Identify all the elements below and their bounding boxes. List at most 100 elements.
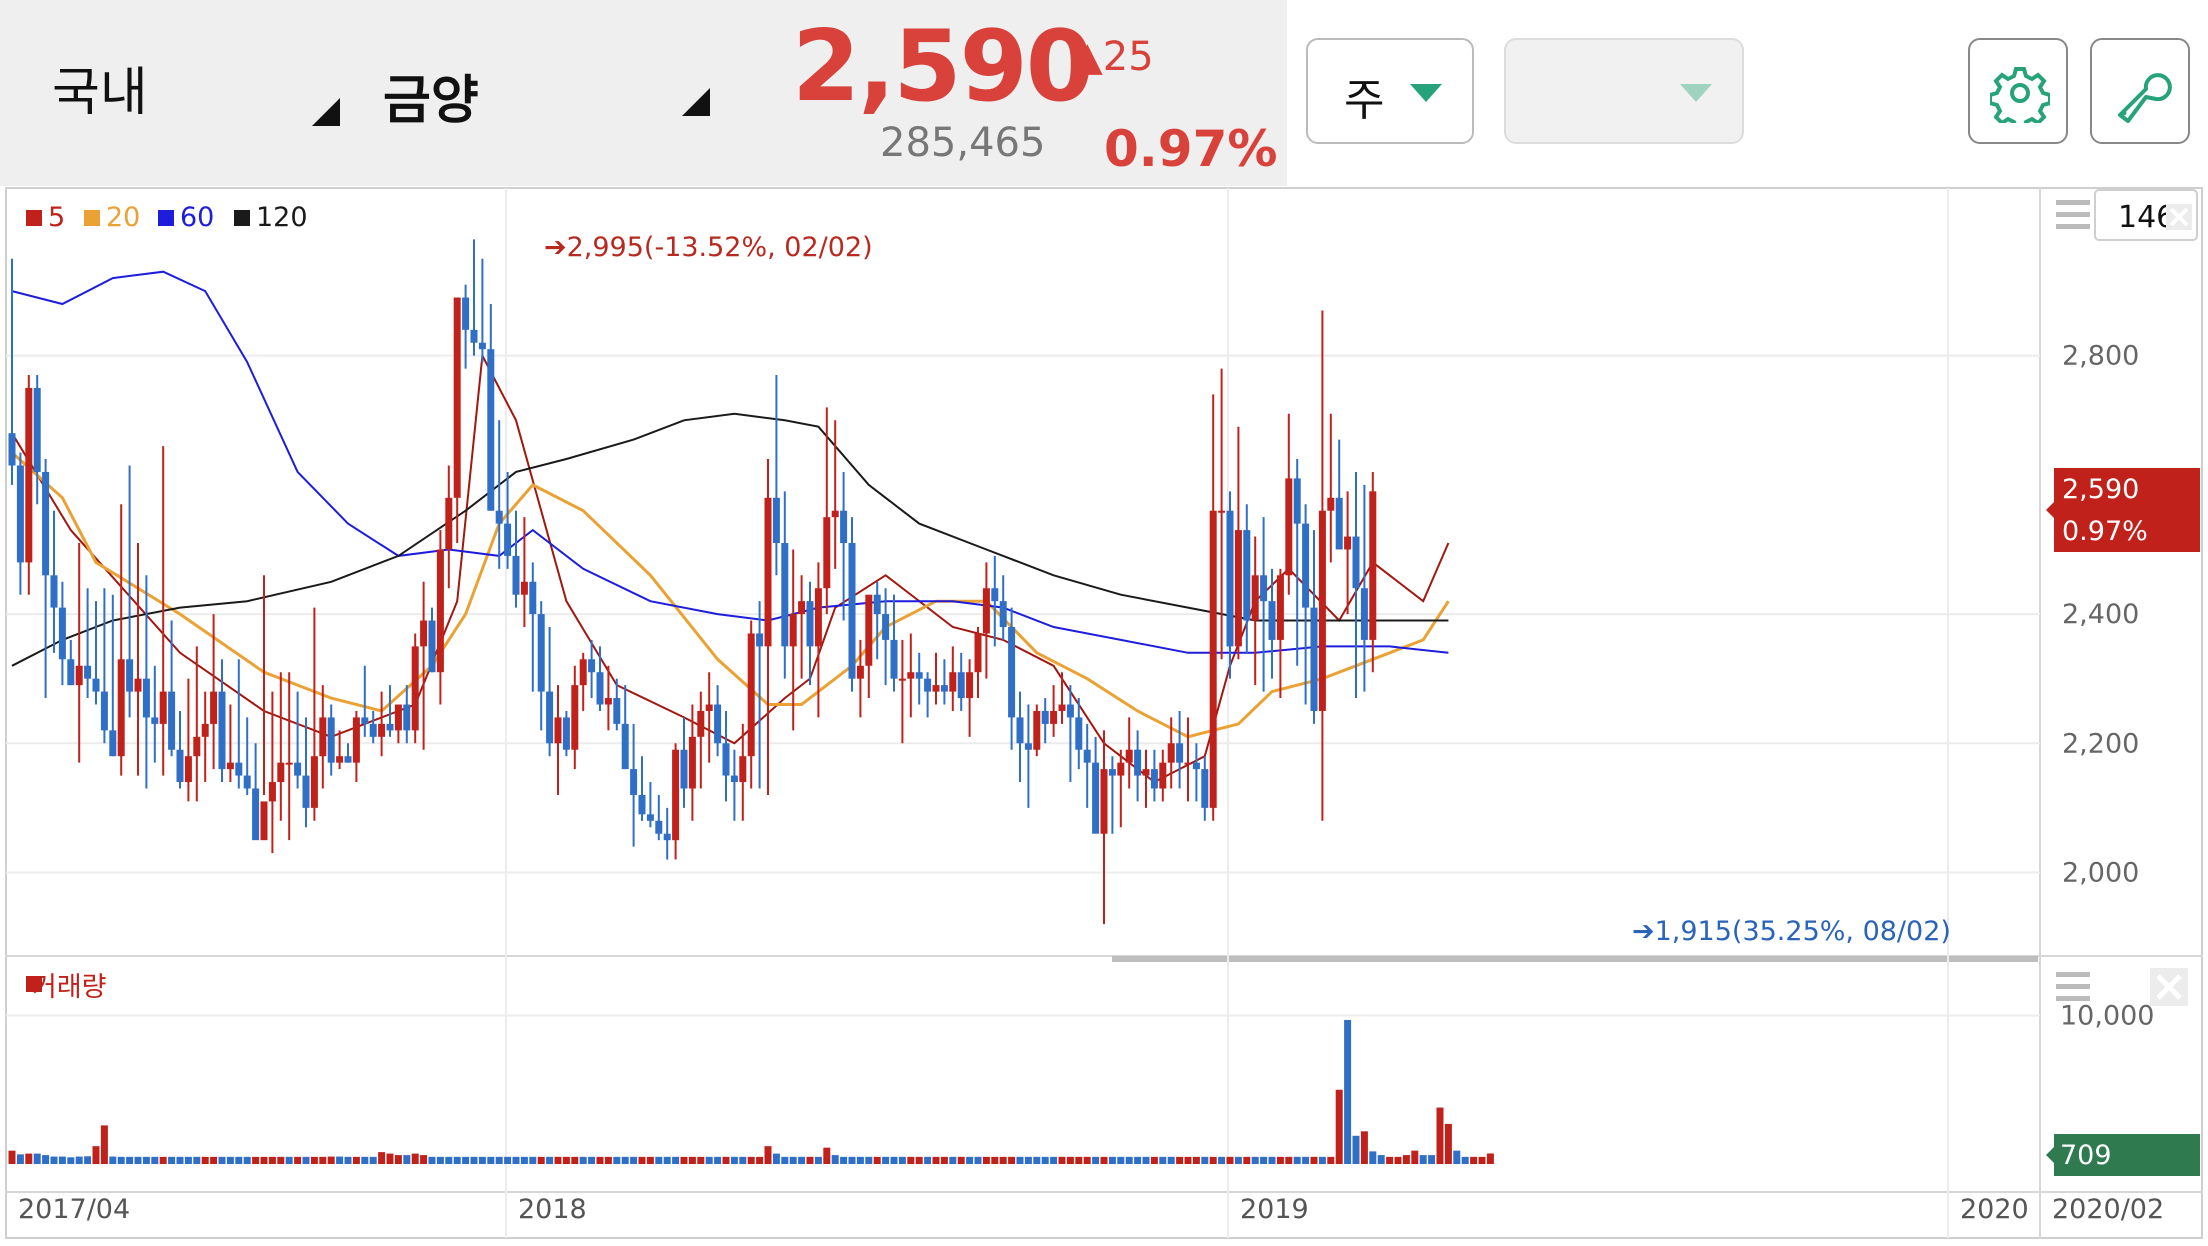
volume-bar bbox=[1411, 1150, 1419, 1164]
volume-bar bbox=[840, 1156, 848, 1164]
last-price-value: 2,590 bbox=[2062, 474, 2139, 505]
candle-body bbox=[1293, 478, 1301, 524]
candle-body bbox=[84, 665, 92, 679]
close-icon[interactable] bbox=[2150, 968, 2188, 1006]
volume-bar bbox=[302, 1156, 310, 1164]
volume-bar bbox=[1276, 1156, 1284, 1164]
volume-bar bbox=[1293, 1156, 1301, 1164]
volume-bar bbox=[42, 1155, 50, 1164]
candle-body bbox=[604, 698, 612, 705]
candle-body bbox=[957, 672, 965, 699]
volume-bar bbox=[940, 1156, 948, 1164]
volume-bar bbox=[117, 1156, 125, 1164]
volume-bar bbox=[394, 1155, 402, 1164]
volume-bar bbox=[1108, 1156, 1116, 1164]
volume-bar bbox=[865, 1156, 873, 1164]
period-select[interactable]: 주 bbox=[1306, 38, 1474, 144]
candle-body bbox=[1302, 523, 1310, 608]
menu-icon[interactable] bbox=[2056, 200, 2090, 229]
candle-body bbox=[890, 639, 898, 679]
stock-dropdown-icon[interactable] bbox=[682, 88, 710, 116]
market-selector[interactable]: 국내 bbox=[52, 63, 148, 123]
candle-body bbox=[394, 704, 402, 731]
candle-body bbox=[411, 646, 419, 731]
volume-bar bbox=[470, 1156, 478, 1164]
legend-label-20: 20 bbox=[106, 202, 140, 233]
period-select-value: 주 bbox=[1344, 75, 1385, 126]
volume-bar bbox=[445, 1156, 453, 1164]
volume-bar bbox=[680, 1156, 688, 1164]
candle-body bbox=[672, 749, 680, 841]
volume-bar bbox=[1402, 1155, 1410, 1164]
candle-body bbox=[386, 723, 394, 731]
volume-bar bbox=[1436, 1107, 1444, 1164]
scroll-bar[interactable] bbox=[1112, 956, 2038, 962]
legend-swatch-60 bbox=[158, 210, 174, 226]
volume-bar bbox=[630, 1156, 638, 1164]
close-icon[interactable] bbox=[2166, 204, 2192, 230]
candle-body bbox=[403, 704, 411, 731]
candle-body bbox=[1251, 575, 1259, 621]
tools-button[interactable] bbox=[2090, 38, 2190, 144]
candle-body bbox=[814, 588, 822, 647]
chart-area[interactable]: 2,000 2,200 2,400 2,800 10,000 2017/04 2018 20… bbox=[0, 186, 2208, 1242]
trade-volume: 285,465 bbox=[880, 120, 1046, 166]
candle-body bbox=[991, 588, 999, 602]
x-tick-label: 2020 bbox=[1960, 1194, 2029, 1225]
volume-bar bbox=[50, 1156, 58, 1164]
volume-bar bbox=[1033, 1156, 1041, 1164]
candle-body bbox=[1108, 769, 1116, 776]
volume-bar bbox=[1268, 1156, 1276, 1164]
candle-body bbox=[932, 685, 940, 692]
candle-body bbox=[982, 588, 990, 634]
candle-body bbox=[470, 329, 478, 343]
candle-body bbox=[67, 659, 75, 686]
candle-body bbox=[856, 665, 864, 679]
candle-body bbox=[907, 672, 915, 679]
volume-bar bbox=[1117, 1156, 1125, 1164]
volume-bar bbox=[1377, 1155, 1385, 1164]
candle-body bbox=[714, 704, 722, 744]
candle-body bbox=[722, 743, 730, 776]
volume-bar bbox=[1092, 1156, 1100, 1164]
candle-body bbox=[940, 685, 948, 692]
candle-body bbox=[596, 672, 604, 705]
candle-body bbox=[739, 756, 747, 783]
candle-body bbox=[915, 672, 923, 679]
period-input-box[interactable]: 146 bbox=[2094, 189, 2198, 241]
y-tick-label: 2,000 bbox=[2062, 857, 2139, 888]
volume-bar bbox=[1251, 1156, 1259, 1164]
candle-body bbox=[462, 297, 470, 330]
volume-bar bbox=[436, 1156, 444, 1164]
candle-body bbox=[1192, 762, 1200, 770]
volume-bar bbox=[890, 1156, 898, 1164]
volume-bar bbox=[226, 1156, 234, 1164]
y-tick-label: 2,200 bbox=[2062, 728, 2139, 759]
volume-bar bbox=[361, 1156, 369, 1164]
candle-body bbox=[781, 543, 789, 647]
volume-bar bbox=[1470, 1156, 1478, 1164]
volume-bar bbox=[310, 1156, 318, 1164]
volume-bar bbox=[294, 1156, 302, 1164]
volume-bar bbox=[201, 1156, 209, 1164]
candle-body bbox=[756, 633, 764, 647]
market-dropdown-icon[interactable] bbox=[312, 98, 340, 126]
volume-bar bbox=[1260, 1156, 1268, 1164]
stock-name-selector[interactable]: 금양 bbox=[383, 71, 479, 131]
candle-body bbox=[285, 762, 293, 765]
settings-button[interactable] bbox=[1968, 38, 2068, 144]
menu-icon[interactable] bbox=[2056, 972, 2090, 1001]
volume-bar bbox=[1066, 1156, 1074, 1164]
candle-body bbox=[1184, 762, 1192, 765]
legend: 5 20 60 120 bbox=[26, 202, 308, 233]
candle-body bbox=[697, 710, 705, 737]
candle-body bbox=[554, 717, 562, 744]
volume-bar bbox=[159, 1156, 167, 1164]
candle-body bbox=[134, 678, 142, 692]
candle-body bbox=[638, 794, 646, 815]
secondary-select[interactable] bbox=[1504, 38, 1744, 144]
volume-bar bbox=[126, 1156, 134, 1164]
ma60-line bbox=[11, 270, 1449, 654]
volume-bar bbox=[546, 1156, 554, 1164]
